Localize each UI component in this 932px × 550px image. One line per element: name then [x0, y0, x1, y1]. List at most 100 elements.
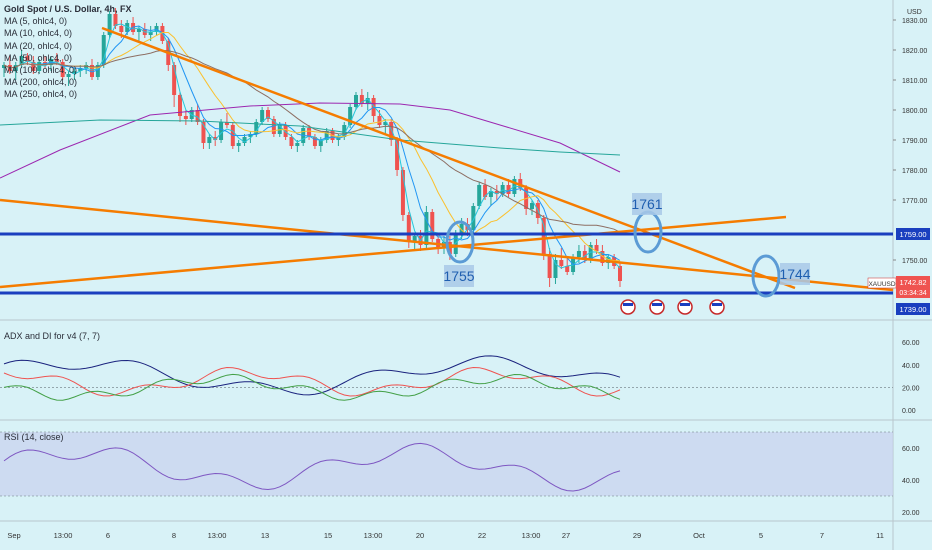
legend-ma50[interactable]: MA (50, ohlc4, 0): [4, 52, 73, 63]
candle-body: [324, 131, 329, 140]
legend-ma250[interactable]: MA (250, ohlc4, 0): [4, 89, 78, 100]
price-tick-label: 1800.00: [902, 108, 927, 115]
last-price-badge: [896, 276, 930, 298]
candle-body: [90, 65, 94, 77]
time-tick-label: 6: [106, 531, 110, 540]
candle-body: [95, 65, 100, 77]
candle-body: [136, 29, 141, 32]
legend-ma100[interactable]: MA (100, ohlc4, 0): [4, 65, 78, 76]
candle-body: [565, 266, 570, 272]
adx-tick-label: 20.00: [902, 385, 920, 392]
us-flag-stripe: [623, 303, 633, 306]
candle-body: [594, 245, 599, 251]
us-flag-icon: [620, 299, 636, 315]
time-tick-label: 11: [876, 531, 884, 540]
candle-body: [31, 62, 36, 71]
ma250-line: [0, 102, 621, 179]
candle-body: [219, 122, 224, 140]
candle-body: [477, 185, 482, 206]
ma20-line: [3, 32, 621, 262]
candle-body: [113, 14, 118, 26]
annotation-box: [780, 263, 810, 285]
candle-body: [207, 137, 212, 143]
candle-body: [553, 260, 558, 278]
rsi-pane-title[interactable]: RSI (14, close): [4, 432, 64, 442]
time-tick-label: 20: [416, 531, 424, 540]
candle-body: [78, 68, 83, 71]
candle-body: [494, 191, 499, 194]
legend-ma20[interactable]: MA (20, ohlc4, 0): [4, 40, 73, 51]
candle-body: [66, 74, 71, 77]
candle-body: [260, 110, 265, 122]
us-flag-icon: [649, 299, 665, 315]
annotation-box: [632, 193, 662, 215]
candle-body: [248, 134, 253, 137]
candle-body: [195, 110, 200, 122]
candle-body: [342, 125, 347, 137]
candle-body: [107, 14, 112, 35]
candle-body: [2, 65, 6, 68]
adx-pane-title[interactable]: ADX and DI for v4 (7, 7): [4, 331, 101, 341]
legend-ma200[interactable]: MA (200, ohlc4, 0): [4, 77, 78, 88]
price-badge-lower: [896, 303, 930, 315]
ma5-line: [3, 23, 621, 269]
last-price-label: 1742.82: [899, 278, 926, 287]
legend-ma10[interactable]: MA (10, ohlc4, 0): [4, 28, 73, 39]
candle-body: [183, 116, 188, 119]
candle-body: [354, 95, 358, 107]
symbol-title: Gold Spot / U.S. Dollar, 4h, FX: [4, 4, 132, 14]
time-tick-label: 7: [820, 531, 824, 540]
trendlines-group: [0, 26, 894, 292]
candle-body: [471, 206, 476, 230]
us-flag-stripe: [652, 303, 662, 306]
price-tick-label: 1790.00: [902, 138, 927, 145]
candle-body: [19, 56, 24, 65]
candle-body: [242, 137, 247, 143]
indicator-legend: Gold Spot / U.S. Dollar, 4h, FX MA (5, o…: [4, 3, 132, 101]
ma10-line: [3, 25, 621, 266]
rsi-tick-label: 20.00: [902, 510, 920, 517]
time-tick-label: 13:00: [208, 531, 227, 540]
candle-body: [576, 251, 581, 257]
candle-body: [518, 179, 523, 188]
rsi-band: [0, 432, 893, 496]
rsi-tick-label: 60.00: [902, 446, 920, 453]
adx-line: [3, 355, 621, 396]
candle-body: [348, 107, 353, 125]
time-tick-label: 15: [324, 531, 332, 540]
us-flag-stripe: [680, 303, 690, 306]
candle-body: [312, 137, 317, 146]
legend-ma5[interactable]: MA (5, ohlc4, 0): [4, 16, 68, 27]
candle-body: [389, 122, 394, 140]
time-tick-label: 13:00: [364, 531, 383, 540]
adx-tick-label: 60.00: [902, 340, 920, 347]
time-tick-label: 27: [562, 531, 570, 540]
us-flag-icon: [709, 299, 725, 315]
currency-label: USD: [907, 9, 922, 16]
candle-body: [483, 185, 488, 197]
price-badge-lower-label: 1739.00: [899, 305, 926, 314]
candle-body: [283, 125, 288, 137]
time-tick-label: 8: [172, 531, 176, 540]
time-tick-label: 5: [759, 531, 763, 540]
time-tick-label: Oct: [693, 531, 706, 540]
time-tick-label: 13: [261, 531, 269, 540]
price-tick-label: 1830.00: [902, 18, 927, 25]
candle-body: [178, 95, 182, 116]
candle-body: [530, 203, 534, 209]
candle-body: [618, 266, 622, 281]
time-tick-label: 13:00: [522, 531, 541, 540]
candle-body: [72, 71, 77, 74]
price-tick-label: 1820.00: [902, 48, 927, 55]
candle-body: [506, 185, 511, 194]
candle-body: [430, 212, 435, 239]
candle-body: [400, 170, 405, 215]
candle-body: [101, 35, 106, 65]
adx-tick-label: 0.00: [902, 408, 916, 415]
price-tick-label: 1810.00: [902, 78, 927, 85]
rsi-tick-label: 40.00: [902, 478, 920, 485]
annotation-circle: [751, 254, 781, 298]
annotation-label-1744: 1744: [779, 266, 810, 282]
time-tick-label: 29: [633, 531, 641, 540]
